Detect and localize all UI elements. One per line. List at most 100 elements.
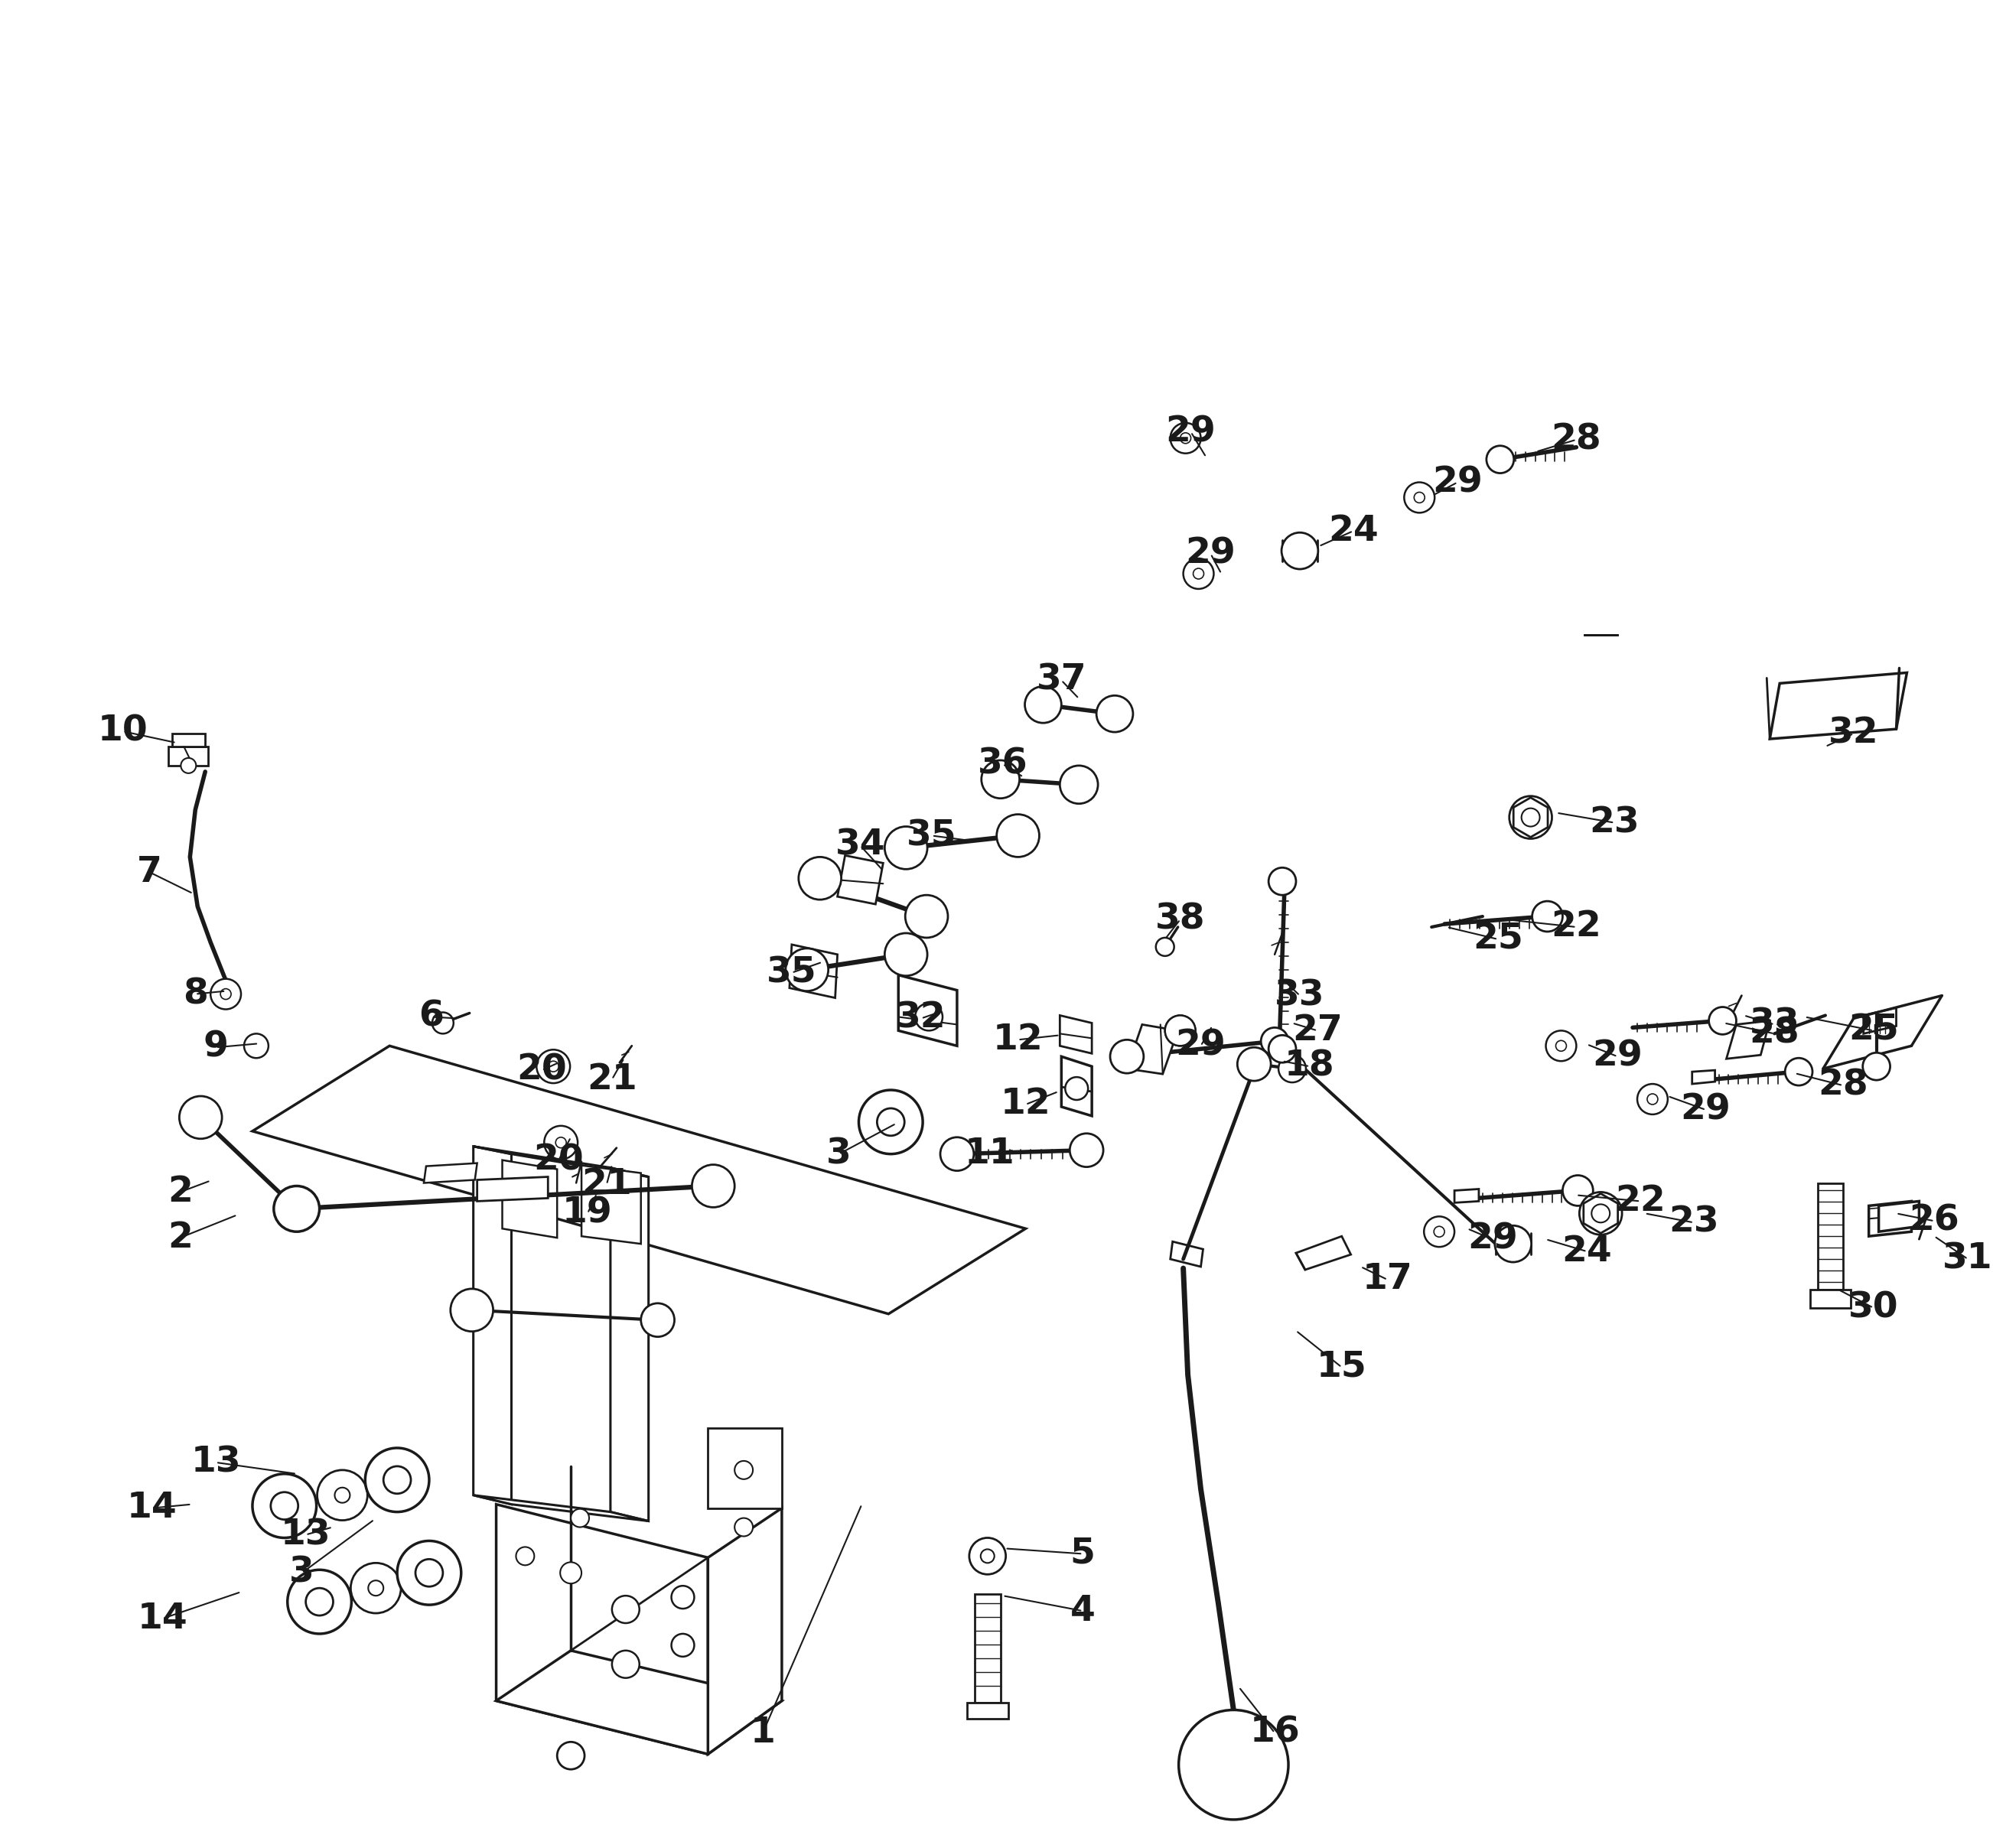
Polygon shape	[1692, 1070, 1714, 1085]
Circle shape	[450, 1288, 492, 1331]
Circle shape	[1281, 532, 1317, 569]
Circle shape	[335, 1488, 351, 1502]
Circle shape	[735, 1462, 753, 1478]
Polygon shape	[1863, 1007, 1895, 1033]
Text: 28: 28	[1750, 1016, 1800, 1052]
Text: 14: 14	[128, 1491, 177, 1525]
Circle shape	[885, 933, 927, 976]
Polygon shape	[496, 1650, 781, 1754]
Text: 35: 35	[767, 955, 817, 991]
Text: 2: 2	[167, 1220, 193, 1255]
Circle shape	[885, 826, 927, 869]
Circle shape	[1433, 1227, 1445, 1236]
Circle shape	[1024, 686, 1062, 723]
Circle shape	[243, 1033, 269, 1059]
Text: 32: 32	[897, 1002, 947, 1035]
Circle shape	[1495, 1225, 1531, 1262]
Text: 38: 38	[1156, 902, 1206, 937]
Circle shape	[941, 1137, 975, 1172]
Circle shape	[1064, 1077, 1088, 1100]
Polygon shape	[1126, 1024, 1178, 1074]
Circle shape	[969, 1538, 1006, 1574]
Text: 31: 31	[1943, 1242, 1993, 1277]
Circle shape	[287, 1569, 351, 1634]
Polygon shape	[1818, 1183, 1844, 1290]
Text: 14: 14	[138, 1602, 187, 1635]
Text: 22: 22	[1551, 909, 1602, 944]
Text: 25: 25	[1473, 922, 1523, 957]
Text: 11: 11	[965, 1137, 1014, 1172]
Polygon shape	[1455, 1188, 1479, 1203]
Circle shape	[271, 1491, 299, 1519]
Polygon shape	[1869, 1201, 1911, 1236]
Circle shape	[305, 1587, 333, 1615]
Circle shape	[1270, 869, 1295, 894]
Polygon shape	[708, 1508, 781, 1754]
Circle shape	[548, 1061, 558, 1072]
Circle shape	[181, 758, 195, 772]
Text: 3: 3	[827, 1137, 851, 1172]
Polygon shape	[1770, 673, 1907, 739]
Text: 12: 12	[1000, 1087, 1050, 1122]
Text: 27: 27	[1291, 1013, 1343, 1048]
Text: 5: 5	[1070, 1536, 1096, 1571]
Circle shape	[905, 894, 949, 937]
Circle shape	[536, 1050, 570, 1083]
Circle shape	[179, 1096, 221, 1138]
Text: 28: 28	[1551, 423, 1602, 456]
Circle shape	[735, 1517, 753, 1536]
Circle shape	[1423, 1216, 1455, 1247]
Polygon shape	[472, 1146, 512, 1504]
Circle shape	[253, 1475, 317, 1538]
Circle shape	[1178, 1709, 1287, 1820]
Text: 4: 4	[1070, 1593, 1096, 1628]
Text: 21: 21	[582, 1168, 632, 1201]
Circle shape	[351, 1563, 401, 1613]
Text: 36: 36	[979, 747, 1028, 782]
Text: 13: 13	[281, 1517, 331, 1552]
Circle shape	[1166, 1015, 1196, 1046]
Circle shape	[915, 1003, 943, 1031]
Text: 29: 29	[1176, 1029, 1226, 1063]
Text: 6: 6	[419, 1000, 444, 1035]
Circle shape	[785, 948, 829, 991]
Circle shape	[1547, 1031, 1576, 1061]
Circle shape	[612, 1595, 640, 1623]
Circle shape	[642, 1303, 674, 1336]
Circle shape	[859, 1090, 923, 1153]
Circle shape	[1533, 902, 1563, 931]
Text: 19: 19	[562, 1196, 612, 1231]
Circle shape	[1170, 423, 1202, 453]
Circle shape	[570, 1508, 590, 1526]
Circle shape	[877, 1109, 905, 1137]
Circle shape	[981, 760, 1020, 798]
Circle shape	[1176, 1026, 1186, 1037]
Polygon shape	[173, 734, 205, 747]
Text: 28: 28	[1818, 1068, 1867, 1103]
Circle shape	[1270, 1035, 1295, 1063]
Polygon shape	[610, 1168, 648, 1521]
Circle shape	[1415, 492, 1425, 503]
Text: 25: 25	[1848, 1013, 1899, 1048]
Text: 20: 20	[516, 1053, 568, 1087]
Polygon shape	[472, 1495, 648, 1521]
Text: 1: 1	[749, 1715, 775, 1750]
Polygon shape	[789, 944, 837, 998]
Polygon shape	[1062, 1057, 1092, 1116]
Circle shape	[1509, 796, 1553, 839]
Circle shape	[1592, 1205, 1610, 1223]
Circle shape	[1487, 445, 1515, 473]
Circle shape	[1563, 1175, 1592, 1205]
Polygon shape	[967, 1702, 1008, 1719]
Polygon shape	[502, 1161, 558, 1238]
Circle shape	[612, 1650, 640, 1678]
Polygon shape	[1513, 798, 1549, 837]
Text: 16: 16	[1250, 1715, 1299, 1750]
Text: 18: 18	[1285, 1050, 1335, 1083]
Circle shape	[211, 979, 241, 1009]
Text: 9: 9	[203, 1029, 229, 1064]
Polygon shape	[899, 976, 957, 1046]
Polygon shape	[1810, 1290, 1851, 1308]
Circle shape	[415, 1560, 442, 1587]
Circle shape	[1096, 695, 1132, 732]
